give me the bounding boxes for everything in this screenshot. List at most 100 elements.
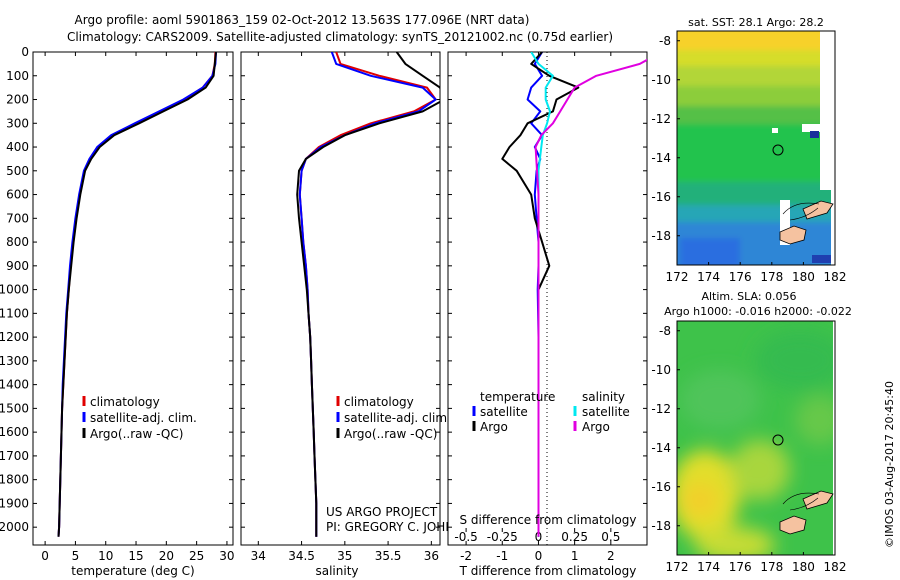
depth-tick-label: 1400 <box>0 378 29 392</box>
sla-map: Altim. SLA: 0.056 Argo h1000: -0.016 h20… <box>651 290 852 574</box>
map-x-tick-label: 178 <box>760 560 783 574</box>
s-tick-label: -0.5 <box>454 530 477 544</box>
map-y-tick-label: -16 <box>651 190 671 204</box>
series-line-s-argo <box>534 58 647 537</box>
s-tick-label: 0 <box>535 530 543 544</box>
map-x-tick-label: 180 <box>792 560 815 574</box>
temperature-x-axis: 0 5 10 15 20 25 30 <box>41 52 235 563</box>
sst-map: sat. SST: 28.1 Argo: 28.2 <box>651 16 846 284</box>
map-x-tick-label: 182 <box>824 270 847 284</box>
map-x-tick-label: 182 <box>824 560 847 574</box>
x-tick-label: 34.5 <box>288 549 315 563</box>
temperature-xlabel: temperature (deg C) <box>71 564 194 578</box>
legend-label-climatology: climatology <box>344 395 414 409</box>
x-tick-label: 20 <box>159 549 174 563</box>
map-y-tick-label: -10 <box>651 73 671 87</box>
depth-tick-label: 500 <box>6 164 29 178</box>
depth-tick-label: 0 <box>21 45 29 59</box>
map-y-tick-label: -16 <box>651 480 671 494</box>
sla-map-frame <box>676 320 836 556</box>
map-x-tick-label: 174 <box>697 270 720 284</box>
salinity-legend: climatology satellite-adj. clim. Argo(..… <box>336 395 451 441</box>
depth-axis: 0 100 200 300 400 500 600 700 800 900 1000 1100 1200… <box>0 45 233 534</box>
difference-y-ticks <box>448 51 647 528</box>
legend-label-satellite: satellite-adj. clim. <box>90 411 197 425</box>
sla-profile-marker <box>772 434 784 446</box>
depth-tick-label: 400 <box>6 140 29 154</box>
sla-map-title: Altim. SLA: 0.056 <box>701 290 796 303</box>
salinity-x-axis: 34 34.5 35 35.5 36 <box>251 52 439 563</box>
difference-legend: temperature satellite Argo salinity sate… <box>472 390 630 434</box>
map-x-tick-label: 172 <box>666 270 689 284</box>
depth-tick-label: 2000 <box>0 520 29 534</box>
depth-tick-label: 1700 <box>0 449 29 463</box>
salinity-axes-frame <box>240 51 441 546</box>
depth-tick-label: 1000 <box>0 283 29 297</box>
depth-tick-label: 700 <box>6 211 29 225</box>
depth-tick-label: 300 <box>6 116 29 130</box>
x-tick-label: 10 <box>98 549 113 563</box>
x-tick-label: 1 <box>571 549 579 563</box>
map-y-tick-label: -14 <box>651 151 671 165</box>
temperature-panel: 0100200300400500600700800900100011001200… <box>0 45 235 578</box>
legend-label-s-argo: Argo <box>582 420 610 434</box>
x-tick-label: 34 <box>251 549 266 563</box>
s-tick-label: 0.5 <box>601 530 620 544</box>
map-y-tick-label: -8 <box>659 324 671 338</box>
sst-map-ticks: 172 174 176 178 180 182 -8 -10 -12 -14 -16 -18 <box>651 34 846 284</box>
depth-tick-label: 1200 <box>0 330 29 344</box>
sst-profile-marker <box>772 144 784 156</box>
legend-label-t-argo: Argo <box>480 420 508 434</box>
legend-title-salinity: salinity <box>582 390 625 404</box>
sla-map-subtitle: Argo h1000: -0.016 h2000: -0.022 <box>664 305 852 318</box>
x-tick-label: 0 <box>535 549 543 563</box>
map-x-tick-label: 180 <box>792 270 815 284</box>
depth-tick-label: 1500 <box>0 401 29 415</box>
legend-title-temperature: temperature <box>480 390 555 404</box>
t-difference-label: T difference from climatology <box>459 564 637 578</box>
temperature-lines <box>57 52 217 537</box>
map-x-tick-label: 178 <box>760 270 783 284</box>
x-tick-label: 30 <box>219 549 234 563</box>
depth-tick-label: 1600 <box>0 425 29 439</box>
depth-tick-label: 900 <box>6 259 29 273</box>
map-y-tick-label: -12 <box>651 402 671 416</box>
temperature-axes-frame <box>32 51 234 546</box>
sla-field <box>677 321 835 555</box>
legend-label-satellite: satellite-adj. clim. <box>344 411 451 425</box>
s-difference-label: S difference from climatology <box>460 513 637 527</box>
legend-label-s-satellite: satellite <box>582 405 630 419</box>
legend-label-argo: Argo(..raw -QC) <box>344 427 437 441</box>
header-line-2: Climatology: CARS2009. Satellite-adjuste… <box>67 30 613 44</box>
x-tick-label: -2 <box>460 549 472 563</box>
depth-tick-label: 800 <box>6 235 29 249</box>
salinity-lines <box>296 52 440 537</box>
depth-tick-label: 600 <box>6 188 29 202</box>
x-tick-label: -1 <box>496 549 508 563</box>
map-y-tick-label: -18 <box>651 229 671 243</box>
map-y-tick-label: -12 <box>651 112 671 126</box>
map-y-tick-label: -18 <box>651 519 671 533</box>
depth-tick-label: 1300 <box>0 354 29 368</box>
series-line-argo-raw-qc- <box>57 52 217 537</box>
salinity-xlabel: salinity <box>315 564 358 578</box>
difference-axes-frame <box>447 51 648 546</box>
sst-map-title: sat. SST: 28.1 Argo: 28.2 <box>688 16 824 29</box>
x-tick-label: 0 <box>41 549 49 563</box>
x-tick-label: 2 <box>607 549 615 563</box>
x-tick-label: 5 <box>72 549 80 563</box>
project-annotation: US ARGO PROJECT <box>326 505 438 519</box>
temperature-legend: climatology satellite-adj. clim. Argo(..… <box>82 395 197 441</box>
sla-map-ticks: 172 174 176 178 180 182 -8 -10 -12 -14 -16 -18 <box>651 324 846 574</box>
difference-panel: -2 -1 0 1 2 -0.5 -0.25 0 0.25 0.5 S difference fr… <box>447 51 648 578</box>
difference-lines <box>501 52 647 537</box>
salinity-panel: 34 34.5 35 35.5 36 salinity climatology sate… <box>240 51 480 578</box>
depth-tick-label: 200 <box>6 93 29 107</box>
x-tick-label: 36 <box>424 549 439 563</box>
x-tick-label: 35 <box>337 549 352 563</box>
map-y-tick-label: -8 <box>659 34 671 48</box>
x-tick-label: 25 <box>189 549 204 563</box>
legend-label-climatology: climatology <box>90 395 160 409</box>
series-line-argo-raw-qc- <box>296 52 440 537</box>
